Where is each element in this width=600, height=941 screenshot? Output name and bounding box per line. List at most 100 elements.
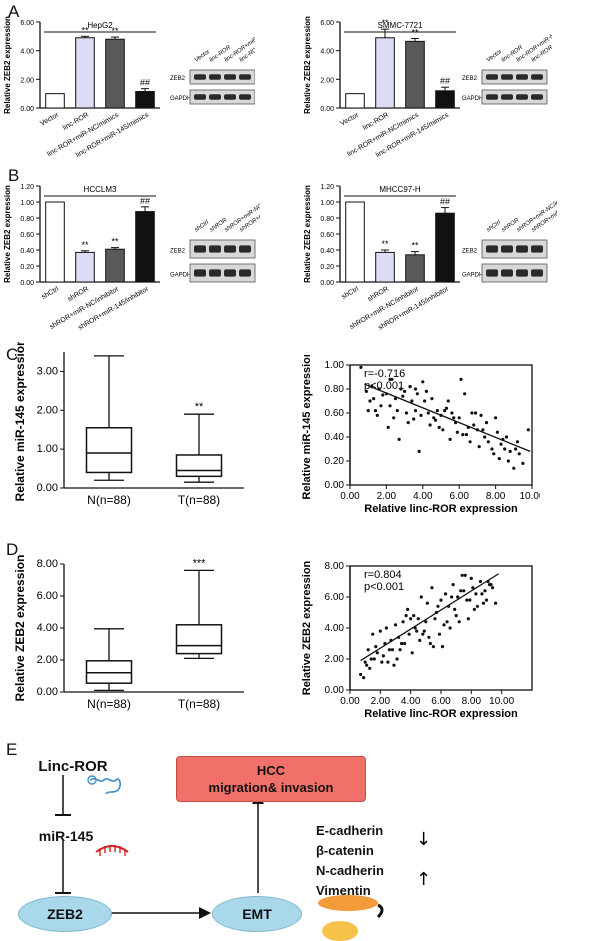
y-tick-label: 6.00: [325, 592, 345, 603]
scatter-point: [403, 389, 407, 393]
x-tick-label: Vector: [339, 111, 360, 127]
blot-row-label: GAPDH: [462, 96, 483, 102]
scatter-point: [413, 409, 418, 413]
regression-line: [360, 573, 499, 662]
blot-band: [486, 74, 498, 80]
chart-b-mhcc97h: 0.00 0.20 0.40 0.60 0.80 1.00 1.20 Relative ZEB…: [303, 184, 460, 332]
scatter-point: [515, 440, 520, 444]
x-tick-label: 6.00: [449, 491, 469, 502]
scatter-point: [399, 641, 404, 646]
scatter-point: [463, 392, 467, 396]
scatter-point: [373, 409, 378, 413]
x-tick-label: 4.00: [413, 491, 433, 502]
scatter-point: [432, 416, 436, 420]
scatter-point: [410, 651, 414, 655]
blot-lane-label: shCtrl: [194, 219, 211, 233]
scatter-point: [454, 614, 458, 618]
scatter-point: [387, 648, 392, 652]
y-axis-label: Relative ZEB2 expression: [14, 555, 27, 702]
y-tick-label: 0.60: [20, 232, 34, 239]
chart-d-zeb2-scatter: 0.00 2.00 4.00 6.00 8.00 Relative ZEB2 expres…: [301, 560, 533, 720]
y-axis-label: Relative miR-145 expression: [301, 355, 313, 500]
scatter-point: [504, 435, 509, 439]
scatter-point: [462, 589, 466, 593]
scatter-point: [457, 416, 461, 420]
y-tick-label: 0.00: [325, 685, 345, 696]
blot-band: [501, 74, 513, 80]
panel-label-a: A: [8, 2, 20, 21]
significance-mark: **: [195, 401, 204, 413]
scatter-point: [497, 457, 501, 461]
scatter-point: [418, 638, 422, 642]
scatter-point: [359, 672, 363, 677]
blot-band: [239, 94, 251, 100]
y-tick-label: 1.00: [320, 200, 334, 207]
x-tick-label: 10.00: [519, 491, 540, 502]
bar: [45, 201, 65, 283]
scatter-point: [459, 377, 463, 381]
scatter-point: [521, 461, 525, 465]
scatter-point: [445, 620, 449, 624]
scatter-point: [435, 409, 439, 413]
y-tick-label: 6.00: [37, 590, 58, 602]
y-tick-label: 8.00: [37, 558, 58, 570]
x-tick-label: Vector: [39, 111, 60, 127]
blot-band: [209, 245, 221, 253]
x-tick-label: 2.00: [377, 491, 397, 502]
blot-membrane: [481, 239, 548, 259]
scatter-point: [407, 632, 411, 636]
y-tick-label: 4.00: [37, 622, 58, 634]
significance-mark: ##: [140, 78, 150, 88]
y-axis-label: Relative miR-145 expression: [14, 342, 27, 501]
cell-icon-top: [318, 895, 378, 911]
scatter-point: [514, 447, 518, 451]
significance-mark: **: [81, 25, 89, 35]
x-tick-label: shROR: [67, 286, 90, 304]
scatter-point: [359, 365, 363, 369]
scatter-point: [372, 397, 376, 401]
blot-band: [531, 74, 543, 80]
y-tick-label: 0.80: [325, 384, 345, 395]
scatter-point: [392, 663, 396, 667]
scatter-point: [486, 440, 490, 444]
y-axis-label: Relative ZEB2 expression: [303, 185, 312, 283]
scatter-point: [393, 623, 398, 627]
scatter-point: [374, 645, 378, 649]
blot-band: [531, 94, 543, 100]
blot-band: [516, 269, 528, 277]
x-tick-label: N(n=88): [87, 697, 131, 711]
y-tick-label: 0.00: [325, 480, 345, 491]
scatter-point: [424, 620, 428, 624]
scatter-point: [415, 629, 419, 633]
blot-row-label: GAPDH: [170, 273, 191, 279]
scatter-point: [427, 635, 431, 639]
y-tick-label: 1.00: [325, 360, 345, 371]
scatter-point: [456, 595, 460, 599]
blot-band: [486, 269, 498, 277]
scatter-point: [468, 440, 472, 444]
scatter-point: [419, 413, 423, 417]
panel-label-c: C: [6, 345, 19, 364]
scatter-point: [404, 411, 409, 415]
scatter-point: [364, 389, 368, 393]
scatter-point: [363, 660, 367, 664]
significance-mark: **: [381, 18, 389, 28]
panel-label-e: E: [6, 740, 18, 759]
y-tick-label: 0.20: [20, 264, 34, 271]
scatter-point: [404, 614, 408, 618]
scatter-point: [369, 657, 373, 661]
blot-membrane: [189, 239, 256, 259]
x-tick-label: 10.00: [489, 696, 514, 707]
blot-a-hepg2: Vectorlinc-RORlinc-ROR+miR-NC/mimicslinc…: [170, 18, 255, 105]
significance-mark: ##: [440, 76, 450, 86]
scatter-point: [417, 449, 421, 453]
emt-marker-list: E-cadherin β-catenin N-cadherin Vimentin: [316, 821, 384, 901]
x-tick-label: shCtrl: [41, 285, 61, 300]
y-tick-label: 0.00: [20, 106, 34, 113]
scatter-point: [464, 433, 469, 437]
scatter-point: [437, 632, 442, 636]
blot-band: [501, 94, 513, 100]
scatter-point: [471, 586, 475, 590]
scatter-point: [478, 579, 483, 584]
blot-row-label: GAPDH: [462, 273, 483, 279]
